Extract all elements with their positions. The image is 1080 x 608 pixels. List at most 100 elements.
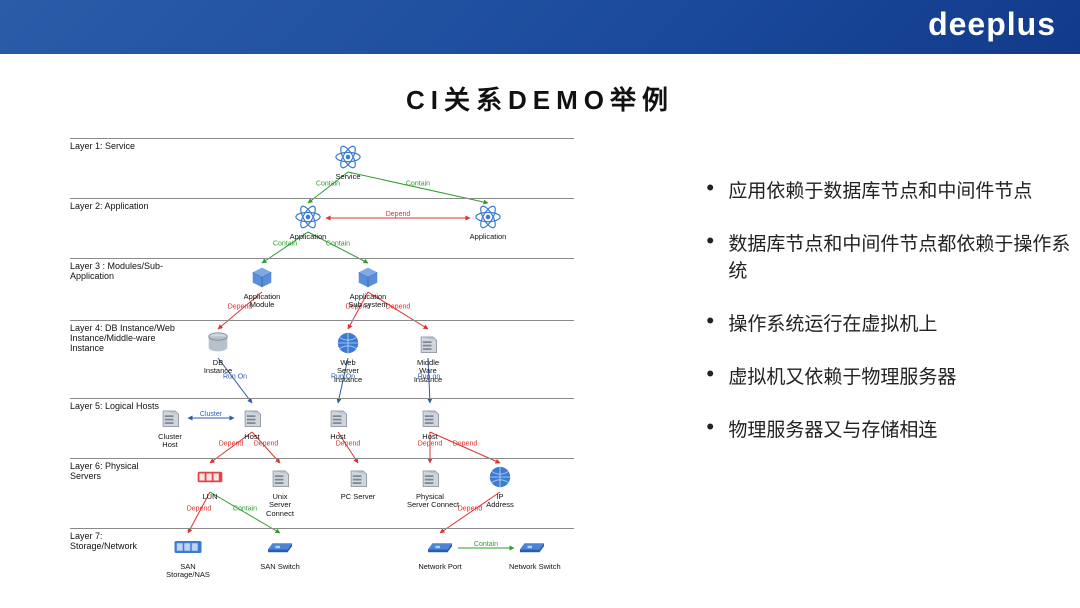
node-svc: Service <box>325 144 371 181</box>
node-san: SANStorage/NAS <box>165 534 211 580</box>
node-label: Network Switch <box>509 563 555 571</box>
edge-label: Contain <box>273 241 297 248</box>
edge-label: Depend <box>453 441 478 448</box>
ci-diagram: Contain Contain Depend Contain Contain Depend… <box>70 130 616 590</box>
node-ip: IPAddress <box>477 464 523 510</box>
atom-icon <box>333 144 363 170</box>
cube-icon <box>353 264 383 290</box>
edge-label: Depend <box>418 441 443 448</box>
srv-icon <box>343 464 373 490</box>
node-label: LUN <box>187 493 233 501</box>
bullet-item: 操作系统运行在虚拟机上 <box>706 309 1080 336</box>
layer-divider <box>70 528 574 529</box>
layer-label: Layer 5: Logical Hosts <box>70 401 159 411</box>
node-h1: Host <box>229 404 275 441</box>
node-label: Network Port <box>417 563 463 571</box>
edge-label: Contain <box>326 241 350 248</box>
cube-icon <box>247 264 277 290</box>
layer-divider <box>70 320 574 321</box>
node-usc: UnixServerConnect <box>257 464 303 518</box>
node-label: WebServerInstance <box>325 359 371 384</box>
node-label: Application <box>285 233 331 241</box>
edge-label: Contain <box>316 181 340 188</box>
edge-label: Depend <box>386 211 411 218</box>
node-label: SAN Switch <box>257 563 303 571</box>
lun-icon <box>195 464 225 490</box>
srv-icon <box>155 404 185 430</box>
node-clu: ClusterHost <box>147 404 193 450</box>
switch-icon <box>265 534 295 560</box>
node-label: Host <box>229 433 275 441</box>
node-label: DBInstance <box>195 359 241 376</box>
bullet-list: 应用依赖于数据库节点和中间件节点数据库节点和中间件节点都依赖于操作系统操作系统运… <box>666 176 1080 592</box>
node-h2: Host <box>315 404 361 441</box>
layer-label: Layer 6: PhysicalServers <box>70 461 139 481</box>
node-label: UnixServerConnect <box>257 493 303 518</box>
atom-icon <box>293 204 323 230</box>
node-db: DBInstance <box>195 330 241 376</box>
srv-icon <box>415 404 445 430</box>
globe-icon <box>333 330 363 356</box>
srv-icon <box>237 404 267 430</box>
layer-divider <box>70 198 574 199</box>
edge-label: Contain <box>406 181 430 188</box>
switch-icon <box>425 534 455 560</box>
layer-divider <box>70 398 574 399</box>
edge-label: Contain <box>233 506 257 513</box>
edge-label: Cluster <box>200 411 223 418</box>
node-label: ApplicationModule <box>239 293 285 310</box>
node-h3: Host <box>407 404 453 441</box>
srv-icon <box>265 464 295 490</box>
node-mw: MiddleWareInstance <box>405 330 451 384</box>
node-web: WebServerInstance <box>325 330 371 384</box>
page-title: CI关系DEMO举例 <box>0 80 1080 117</box>
node-label: Host <box>407 433 453 441</box>
content-area: Contain Contain Depend Contain Contain Depend… <box>0 130 1080 608</box>
node-app1: Application <box>285 204 331 241</box>
san-icon <box>173 534 203 560</box>
layer-label: Layer 3 : Modules/Sub-Application <box>70 261 163 281</box>
node-psc: PhysicalServer Connect <box>407 464 453 510</box>
bullet-item: 物理服务器又与存储相连 <box>706 415 1080 442</box>
switch-icon <box>517 534 547 560</box>
srv-icon <box>413 330 443 356</box>
node-lun: LUN <box>187 464 233 501</box>
edge-label: Depend <box>336 441 361 448</box>
edge-label: Depend <box>254 441 279 448</box>
layer-label: Layer 1: Service <box>70 141 135 151</box>
edge-label: Depend <box>219 441 244 448</box>
node-label: PhysicalServer Connect <box>407 493 453 510</box>
node-np: Network Port <box>417 534 463 571</box>
node-label: PC Server <box>335 493 381 501</box>
layer-divider <box>70 138 574 139</box>
node-label: ApplicationSub system <box>345 293 391 310</box>
cyl-icon <box>203 330 233 356</box>
layer-label: Layer 7:Storage/Network <box>70 531 137 551</box>
layer-divider <box>70 258 574 259</box>
atom-icon <box>473 204 503 230</box>
layer-divider <box>70 458 574 459</box>
header-bar: deeplus <box>0 0 1080 54</box>
layer-label: Layer 2: Application <box>70 201 149 211</box>
node-label: SANStorage/NAS <box>165 563 211 580</box>
globe-icon <box>485 464 515 490</box>
srv-icon <box>323 404 353 430</box>
brand-logo: deeplus <box>928 6 1056 43</box>
bullet-item: 应用依赖于数据库节点和中间件节点 <box>706 176 1080 203</box>
bullet-item: 数据库节点和中间件节点都依赖于操作系统 <box>706 229 1080 283</box>
edge-label: Contain <box>474 541 498 548</box>
node-label: Application <box>465 233 511 241</box>
node-label: ClusterHost <box>147 433 193 450</box>
edge-label: Depend <box>187 506 212 513</box>
layer-label: Layer 4: DB Instance/WebInstance/Middle-… <box>70 323 175 353</box>
node-label: IPAddress <box>477 493 523 510</box>
bullet-item: 虚拟机又依赖于物理服务器 <box>706 362 1080 389</box>
node-app2: Application <box>465 204 511 241</box>
node-mod: ApplicationModule <box>239 264 285 310</box>
node-sub: ApplicationSub system <box>345 264 391 310</box>
node-label: MiddleWareInstance <box>405 359 451 384</box>
node-label: Host <box>315 433 361 441</box>
node-label: Service <box>325 173 371 181</box>
node-nsw: Network Switch <box>509 534 555 571</box>
node-pcs: PC Server <box>335 464 381 501</box>
